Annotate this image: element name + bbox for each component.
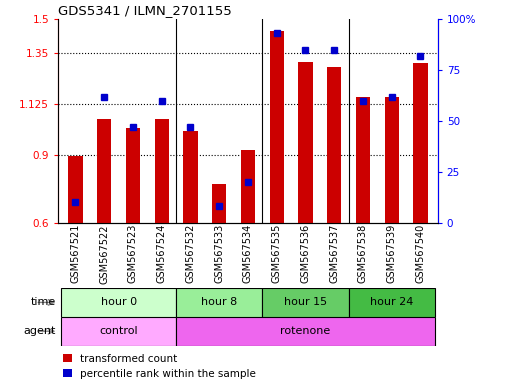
Bar — [355, 97, 369, 223]
Text: hour 8: hour 8 — [200, 297, 237, 308]
Bar — [183, 131, 197, 223]
Text: hour 15: hour 15 — [283, 297, 326, 308]
Text: agent: agent — [23, 326, 56, 336]
Bar — [176, 317, 434, 346]
Bar — [348, 288, 434, 317]
Bar — [262, 288, 348, 317]
Bar — [68, 156, 82, 223]
Bar — [240, 151, 255, 223]
Bar — [326, 67, 341, 223]
Bar — [97, 119, 111, 223]
Bar — [154, 119, 169, 223]
Text: control: control — [99, 326, 137, 336]
Text: GDS5341 / ILMN_2701155: GDS5341 / ILMN_2701155 — [58, 3, 231, 17]
Bar — [61, 288, 176, 317]
Bar — [176, 288, 262, 317]
Text: hour 24: hour 24 — [369, 297, 413, 308]
Text: hour 0: hour 0 — [100, 297, 136, 308]
Legend: transformed count, percentile rank within the sample: transformed count, percentile rank withi… — [63, 354, 256, 379]
Bar — [61, 317, 176, 346]
Bar — [384, 97, 398, 223]
Text: rotenone: rotenone — [280, 326, 330, 336]
Bar — [413, 63, 427, 223]
Bar — [212, 184, 226, 223]
Bar — [126, 128, 140, 223]
Bar — [297, 62, 312, 223]
Text: time: time — [30, 297, 56, 308]
Bar — [269, 30, 283, 223]
